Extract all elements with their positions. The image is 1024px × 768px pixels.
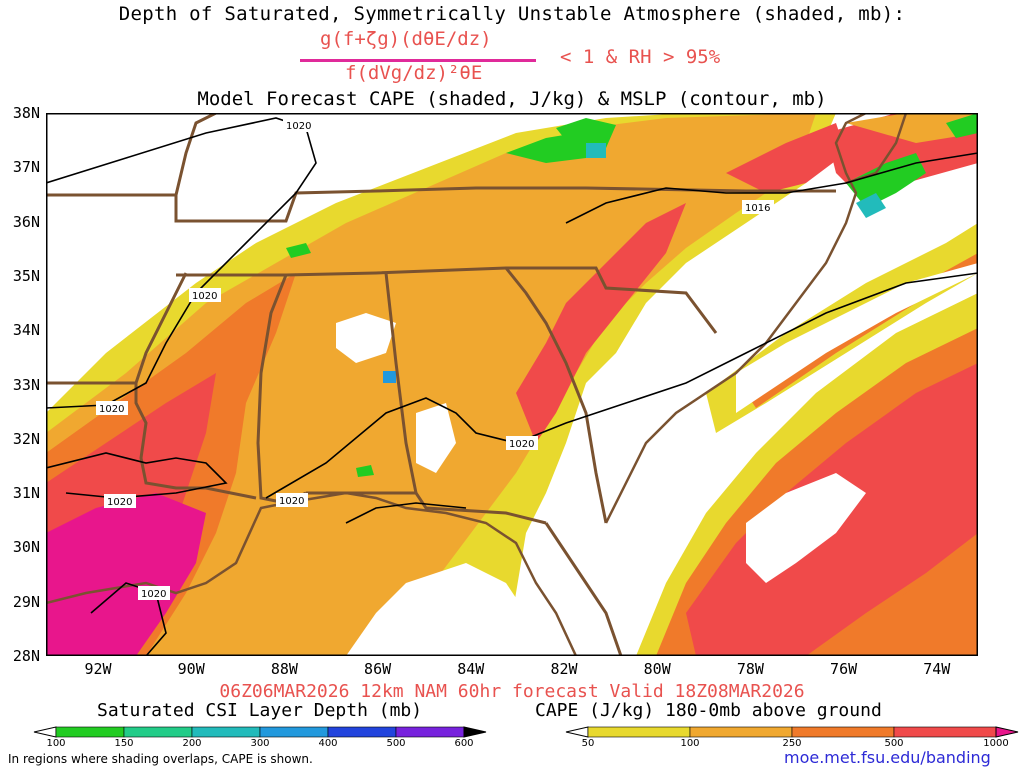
formula-numerator: g(f+ζg)(dθE/dz) [320, 28, 492, 50]
cape-white-east-alabama [416, 403, 456, 473]
cape-colorbar-segment [689, 726, 793, 738]
csi-colorbar-low-triangle [33, 726, 57, 738]
csi-colorbar-tick-label: 300 [250, 738, 270, 749]
longitude-label: 78W [736, 660, 764, 678]
longitude-label: 82W [550, 660, 578, 678]
isobar-label: 1020 [107, 497, 132, 508]
csi-green-patch-ne [946, 113, 978, 138]
cape-red-virginia [726, 123, 846, 193]
isobar-label: 1020 [99, 404, 124, 415]
cape-shading [46, 113, 978, 656]
state-boundaries [46, 113, 836, 656]
cape-white-florida [546, 553, 636, 656]
csi-teal-patch-va [586, 143, 606, 158]
csi-blue-patch-al [383, 371, 396, 383]
csi-colorbar-high-triangle [463, 726, 487, 738]
latitude-label: 34N [12, 321, 40, 340]
longitude-label: 76W [830, 660, 858, 678]
cape-colorbar-tick-label: 500 [884, 738, 904, 749]
csi-colorbar-tick-label: 100 [46, 738, 66, 749]
cape-outer-banks-yellow [846, 113, 978, 143]
latitude-label: 29N [12, 592, 40, 611]
csi-colorbar-segment [191, 726, 261, 738]
csi-colorbar-segment [123, 726, 193, 738]
formula-fraction-bar [300, 59, 536, 62]
cape-colorbar-tick-label: 100 [680, 738, 700, 749]
overlap-note: In regions where shading overlaps, CAPE … [8, 752, 313, 766]
longitude-label: 74W [923, 660, 951, 678]
isobar-labels: 1020 1020 1020 1020 1020 1020 1020 1016 [96, 118, 774, 600]
cape-se-white-gap [736, 263, 978, 413]
longitude-label: 90W [177, 660, 205, 678]
cape-colorbar-low-triangle [565, 726, 589, 738]
latitude-label: 35N [12, 266, 40, 285]
csi-green-patch-nc [846, 153, 926, 208]
cape-colorbar-segment [791, 726, 895, 738]
cape-colorbar-segment [587, 726, 691, 738]
csi-colorbar-segment [327, 726, 397, 738]
isobar-label: 1020 [509, 439, 534, 450]
latitude-label: 38N [12, 104, 40, 122]
csi-colorbar-tick-label: 600 [454, 738, 474, 749]
latitude-label: 33N [12, 375, 40, 394]
csi-colorbar-tick-label: 150 [114, 738, 134, 749]
csi-colorbar-title: Saturated CSI Layer Depth (mb) [97, 700, 423, 721]
cape-colorbar-tick-label: 250 [782, 738, 802, 749]
cape-ne-white-gap [816, 163, 978, 283]
formula-condition: < 1 & RH > 95% [560, 46, 721, 68]
csi-colorbar-segment [259, 726, 329, 738]
cape-colorbar-segment [893, 726, 997, 738]
latitude-label: 31N [12, 484, 40, 503]
latitude-label: 37N [12, 158, 40, 177]
cape-magenta-region [46, 493, 206, 656]
formula-denominator: f(dVg/dz)²θE [345, 62, 483, 84]
latitude-label: 30N [12, 538, 40, 557]
longitude-label: 86W [364, 660, 392, 678]
csi-green-patch-ms [356, 465, 374, 477]
cape-ocean-white-pocket [746, 473, 866, 583]
map-title-line1: Depth of Saturated, Symmetrically Unstab… [118, 3, 906, 25]
longitude-label: 88W [270, 660, 298, 678]
latitude-label: 32N [12, 429, 40, 448]
csi-colorbar-tick-label: 200 [182, 738, 202, 749]
isobar-label: 1016 [745, 203, 770, 214]
cape-colorbar-title: CAPE (J/kg) 180-0mb above ground [535, 700, 882, 721]
source-url-link[interactable]: moe.met.fsu.edu/banding [784, 748, 991, 767]
cape-colorbar-tick-label: 1000 [983, 738, 1009, 749]
latitude-label: 28N [12, 647, 40, 665]
csi-colorbar-tick-label: 500 [386, 738, 406, 749]
cape-white-north-alabama [336, 313, 396, 363]
cape-ocean-orange-se [806, 553, 978, 656]
csi-colorbar-tick-label: 400 [318, 738, 338, 749]
csi-colorbar-segment [395, 726, 465, 738]
isobar-label: 1020 [141, 589, 166, 600]
forecast-valid-line: 06Z06MAR2026 12km NAM 60hr forecast Vali… [219, 681, 805, 702]
latitude-label: 36N [12, 212, 40, 231]
cape-colorbar-tick-label: 50 [581, 738, 595, 749]
cape-colorbar-high-triangle [995, 726, 1019, 738]
forecast-map: 1020 1020 1020 1020 1020 1020 1020 1016 [46, 113, 978, 656]
csi-green-patch-tn [286, 243, 311, 258]
isobar-label: 1020 [279, 496, 304, 507]
longitude-label: 92W [84, 660, 112, 678]
csi-colorbar-segment [55, 726, 125, 738]
csi-teal-patch-nc [856, 193, 886, 218]
cape-red-georgia [516, 203, 686, 443]
map-title-line3: Model Forecast CAPE (shaded, J/kg) & MSL… [197, 88, 827, 110]
cape-white-gulf [346, 563, 546, 656]
map-frame [46, 113, 978, 656]
longitude-label: 80W [643, 660, 671, 678]
isobar-label: 1020 [286, 121, 311, 132]
longitude-label: 84W [457, 660, 485, 678]
isobar-label: 1020 [192, 291, 217, 302]
